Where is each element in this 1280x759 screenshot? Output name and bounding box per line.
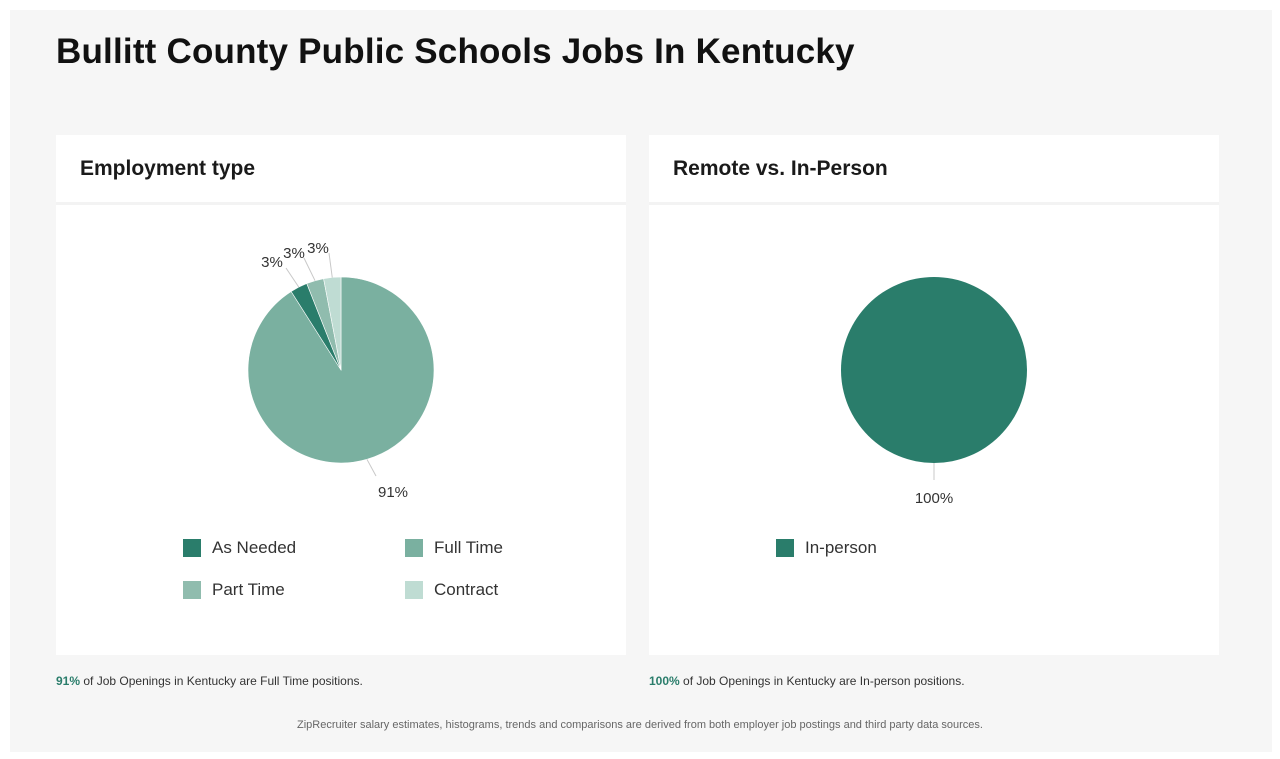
legend-label-in-person: In-person <box>805 538 877 557</box>
employment-caption-text: of Job Openings in Kentucky are Full Tim… <box>80 674 363 688</box>
pie-leader-as-needed <box>285 267 300 288</box>
pie-leader-contract <box>328 252 333 278</box>
remote-vs-in-person-card: Remote vs. In-Person 100% In-person <box>649 135 1219 655</box>
page-title: Bullitt County Public Schools Jobs In Ke… <box>56 32 855 71</box>
legend-swatch-full-time <box>405 539 423 557</box>
legend-item-as-needed: As Needed <box>183 538 296 558</box>
legend-label-contract: Contract <box>434 580 499 599</box>
legend-swatch-as-needed <box>183 539 201 557</box>
employment-type-pie-chart: 91%3%3% 3% <box>247 240 435 501</box>
legend-item-in-person: In-person <box>776 538 877 558</box>
pie-label-as-needed: 3% <box>261 254 283 271</box>
pie-label-in-person: 100% <box>915 490 953 507</box>
remote-pie-chart: 100% <box>841 277 1027 507</box>
pie-leader-full-time <box>366 459 377 477</box>
remote-title: Remote vs. In-Person <box>673 156 888 180</box>
remote-caption-value: 100% <box>649 674 680 688</box>
pie-slice-contract <box>323 276 342 371</box>
legend-item-contract: Contract <box>405 580 498 600</box>
legend-swatch-contract <box>405 581 423 599</box>
legend-label-part-time: Part Time <box>212 580 285 599</box>
employment-caption: 91% of Job Openings in Kentucky are Full… <box>56 674 363 688</box>
employment-caption-value: 91% <box>56 674 81 688</box>
pie-leader-part-time <box>303 257 316 281</box>
legend-item-full-time: Full Time <box>405 538 503 558</box>
pie-label-part-time: 3% <box>283 245 305 262</box>
legend-swatch-part-time <box>183 581 201 599</box>
employment-type-card: Employment type 91% 3% 3% 3% As Needed Full… <box>56 135 626 655</box>
footnote: ZipRecruiter salary estimates, histogram… <box>297 719 983 731</box>
legend-label-full-time: Full Time <box>434 538 503 557</box>
remote-card-header: Remote vs. In-Person <box>649 135 1219 205</box>
legend-swatch-in-person <box>776 539 794 557</box>
employment-type-legend: As Needed Full Time Part Time Contract <box>56 533 626 633</box>
employment-type-title: Employment type <box>80 156 256 180</box>
pie-slice-in-person <box>841 277 1027 463</box>
remote-legend: In-person <box>649 533 1219 633</box>
legend-label-as-needed: As Needed <box>212 538 297 557</box>
remote-caption: 100% of Job Openings in Kentucky are In-… <box>649 674 965 688</box>
remote-caption-text: of Job Openings in Kentucky are In-perso… <box>679 674 965 688</box>
pie-label-contract: 3% <box>307 240 329 257</box>
legend-item-part-time: Part Time <box>183 580 285 600</box>
pie-label-full-time: 91% <box>378 484 408 501</box>
employment-type-card-header: Employment type <box>56 135 626 205</box>
